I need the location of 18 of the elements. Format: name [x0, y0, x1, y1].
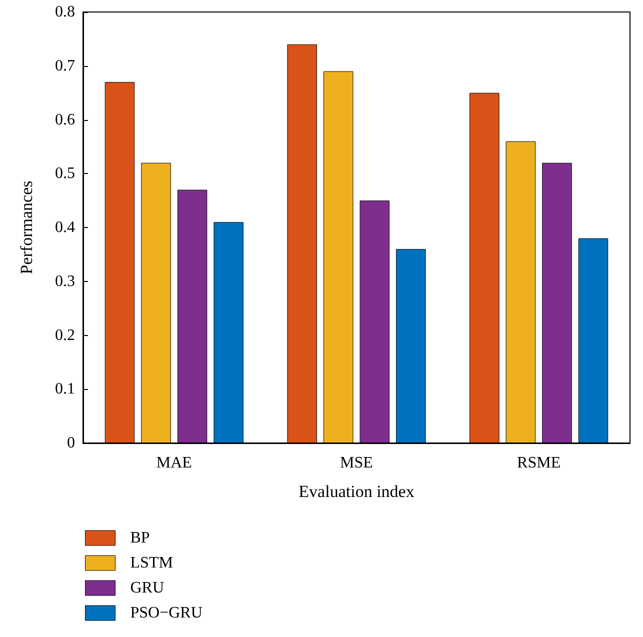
y-tick-label: 0.5 — [55, 165, 75, 182]
legend-label: BP — [130, 530, 150, 546]
legend-label: PSO−GRU — [130, 604, 203, 622]
x-tick-label: MAE — [156, 454, 192, 472]
x-axis-title: Evaluation index — [298, 482, 415, 501]
x-tick-label: RSME — [517, 454, 561, 472]
y-tick-label: 0.7 — [55, 57, 75, 74]
legend-label: LSTM — [130, 554, 173, 572]
legend-label: GRU — [130, 580, 164, 596]
y-tick-label: 0.3 — [55, 272, 75, 290]
y-tick-label: 0.8 — [55, 4, 75, 20]
x-tick-label: MSE — [340, 454, 373, 472]
y-axis-title: Performances — [17, 180, 36, 274]
y-tick-label: 0.6 — [55, 111, 75, 128]
y-tick-label: 0.1 — [55, 380, 75, 398]
y-tick-label: 0.4 — [55, 219, 75, 236]
y-tick-label: 0 — [67, 434, 75, 452]
y-tick-label: 0.2 — [55, 326, 75, 344]
